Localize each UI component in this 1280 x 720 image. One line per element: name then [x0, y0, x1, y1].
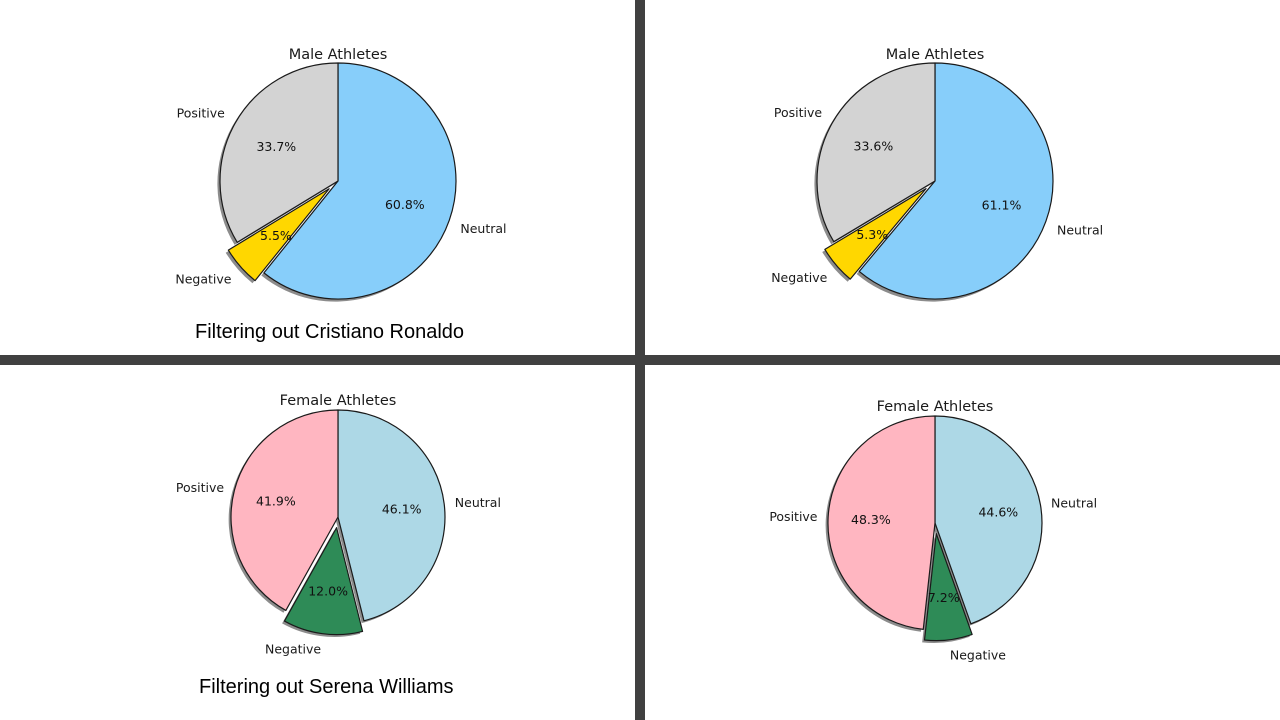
caption-bottom: Filtering out Serena Williams: [199, 676, 454, 698]
pie-pct-label-neutral: 44.6%: [978, 505, 1018, 520]
pie-category-label-positive: Positive: [177, 105, 225, 120]
pie-pct-label-neutral: 46.1%: [382, 502, 422, 517]
chart-title: Female Athletes: [877, 399, 994, 415]
pie-pct-label-positive: 33.6%: [854, 139, 894, 154]
pie-chart-svg: Male Athletes 61.1% Neutral 5.3% Negative 33.…: [771, 47, 1103, 302]
pie-pct-label-negative: 7.2%: [928, 590, 960, 605]
pie-category-label-negative: Negative: [950, 648, 1006, 663]
caption-top: Filtering out Cristiano Ronaldo: [195, 321, 465, 343]
pie-pct-label-neutral: 60.8%: [385, 197, 425, 212]
pie-slice-positive: [219, 62, 339, 243]
pie-slice-negative: [824, 188, 927, 280]
chart-panel-male-2: Male Athletes 61.1% Neutral 5.3% Negative 33.…: [645, 0, 1280, 355]
pie-category-label-positive: Positive: [774, 105, 822, 120]
pie-pct-label-positive: 41.9%: [256, 493, 296, 508]
chart-title: Male Athletes: [289, 47, 388, 63]
pie-slice-positive: [827, 415, 936, 630]
pie-pct-label-negative: 12.0%: [308, 584, 348, 599]
pie-chart-svg: Male Athletes 60.8% Neutral 5.5% Negative 33.…: [175, 47, 507, 302]
pie-slice-negative: [227, 188, 330, 282]
pie-pct-label-positive: 33.7%: [256, 139, 296, 154]
pie-category-label-negative: Negative: [175, 271, 231, 286]
pie-category-label-neutral: Neutral: [1057, 222, 1103, 237]
pie-slice-neutral: [263, 62, 457, 300]
pie-category-label-neutral: Neutral: [460, 221, 506, 236]
pie-pct-label-positive: 48.3%: [851, 512, 891, 527]
pie-chart-svg: Female Athletes 44.6% Neutral 7.2% Negative 4…: [769, 399, 1097, 663]
pie-slice-neutral: [858, 62, 1054, 300]
chart-panel-male-1: Male Athletes 60.8% Neutral 5.5% Negative 33.…: [0, 0, 635, 355]
pie-category-label-neutral: Neutral: [455, 495, 501, 510]
pie-pct-label-negative: 5.3%: [856, 227, 888, 242]
chart-panel-female-2: Female Athletes 44.6% Neutral 7.2% Negative 4…: [645, 365, 1280, 720]
chart-title: Female Athletes: [280, 393, 397, 409]
pie-category-label-positive: Positive: [176, 480, 224, 495]
pie-category-label-negative: Negative: [265, 641, 321, 656]
pie-slice-positive: [230, 409, 339, 612]
pie-category-label-positive: Positive: [769, 509, 817, 524]
chart-title: Male Athletes: [886, 47, 985, 63]
pie-pct-label-neutral: 61.1%: [982, 198, 1022, 213]
pie-slice-positive: [816, 62, 936, 243]
pie-category-label-negative: Negative: [771, 270, 827, 285]
chart-panel-female-1: Female Athletes 46.1% Neutral 12.0% Negative…: [0, 365, 635, 720]
pie-chart-svg: Female Athletes 46.1% Neutral 12.0% Negative…: [176, 393, 501, 656]
pie-slice-negative: [923, 533, 973, 642]
pie-slice-neutral: [934, 415, 1043, 625]
pie-category-label-neutral: Neutral: [1051, 496, 1097, 511]
horizontal-divider: [0, 355, 1280, 365]
pie-pct-label-negative: 5.5%: [260, 228, 292, 243]
pie-slice-negative: [283, 527, 364, 636]
pie-slice-neutral: [337, 409, 446, 622]
